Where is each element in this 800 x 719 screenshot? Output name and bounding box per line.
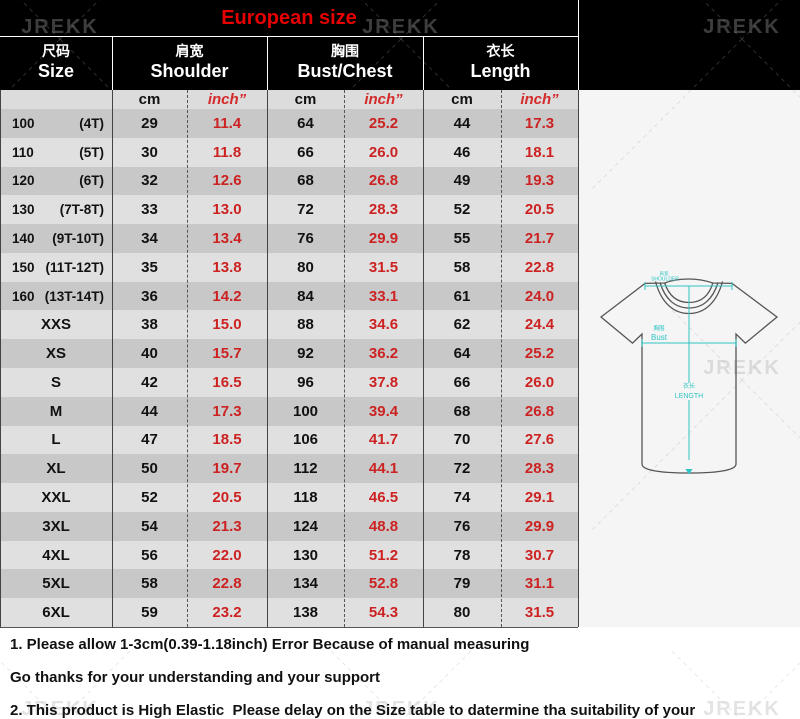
svg-text:SHOULDER: SHOULDER	[651, 277, 679, 283]
svg-text:Bust: Bust	[651, 333, 668, 342]
svg-text:衣长: 衣长	[683, 382, 695, 390]
svg-text:LENGTH: LENGTH	[675, 393, 703, 400]
svg-text:胸围: 胸围	[653, 324, 665, 332]
